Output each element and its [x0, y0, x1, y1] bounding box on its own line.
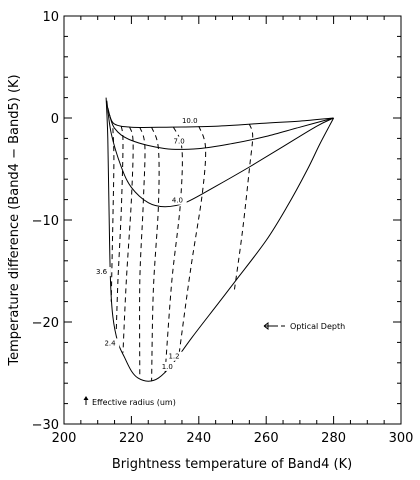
curve-label-background: [170, 195, 187, 205]
optical-depth-line: [115, 126, 124, 333]
optical-depth-lines: [110, 123, 254, 382]
optical-depth-line: [110, 128, 115, 302]
effective-radius-arrowhead: [83, 396, 89, 400]
curve-label: 7.0: [174, 138, 185, 146]
x-tick-label: 300: [389, 431, 414, 446]
effective-radius-curve: [106, 100, 334, 208]
plot-frame: [63, 15, 402, 425]
y-tick-label: 10: [42, 10, 59, 25]
curve-labels: 10.0 7.0 4.0 3.6 2.4 1.2 1.0: [95, 116, 202, 371]
x-tick-label: 220: [119, 431, 144, 446]
optical-depth-line: [164, 126, 183, 374]
x-axis-title: Brightness temperature of Band4 (K): [112, 457, 352, 472]
curve-label-background: [167, 351, 184, 361]
optical-depth-line: [122, 127, 134, 353]
y-axis-title: Temperature difference (Band4 − Band5) (…: [7, 74, 22, 366]
effective-radius-curve: [109, 114, 334, 128]
effective-radius-curves: [105, 97, 335, 382]
y-tick-label: −10: [32, 214, 59, 229]
y-tick-label: −30: [32, 418, 59, 433]
x-tick-label: 260: [254, 431, 279, 446]
curve-label-background: [95, 267, 111, 277]
curve-label: 10.0: [182, 117, 198, 125]
y-tick-label: 0: [51, 112, 59, 127]
curve-label-background: [160, 361, 177, 371]
optical-depth-line: [151, 127, 160, 382]
optical-depth-legend-label: Optical Depth: [290, 322, 345, 331]
curve-label-background: [172, 136, 189, 146]
effective-radius-curve: [105, 97, 335, 382]
axis-ticks: [63, 15, 402, 425]
curve-label: 3.6: [96, 268, 108, 276]
x-tick-label: 200: [52, 431, 77, 446]
effective-radius-curve: [107, 107, 334, 150]
optical-depth-line: [233, 123, 254, 292]
x-tick-label: 240: [186, 431, 211, 446]
curve-label-background: [180, 116, 202, 126]
optical-depth-line: [178, 126, 207, 358]
tick-labels: 200 220 240 260 280 300 −30 −20 −10 0 10: [32, 10, 414, 446]
optical-depth-legend: Optical Depth: [263, 322, 345, 331]
curve-label: 1.0: [162, 363, 173, 371]
optical-depth-line: [139, 127, 146, 379]
curve-label-background: [103, 338, 120, 348]
y-tick-label: −20: [32, 316, 59, 331]
curve-label: 1.2: [168, 353, 179, 361]
x-tick-label: 280: [321, 431, 346, 446]
effective-radius-legend: Effective radius (um): [83, 396, 176, 407]
curve-label: 4.0: [172, 197, 183, 205]
effective-radius-legend-label: Effective radius (um): [92, 398, 176, 407]
curve-label: 2.4: [104, 339, 116, 347]
